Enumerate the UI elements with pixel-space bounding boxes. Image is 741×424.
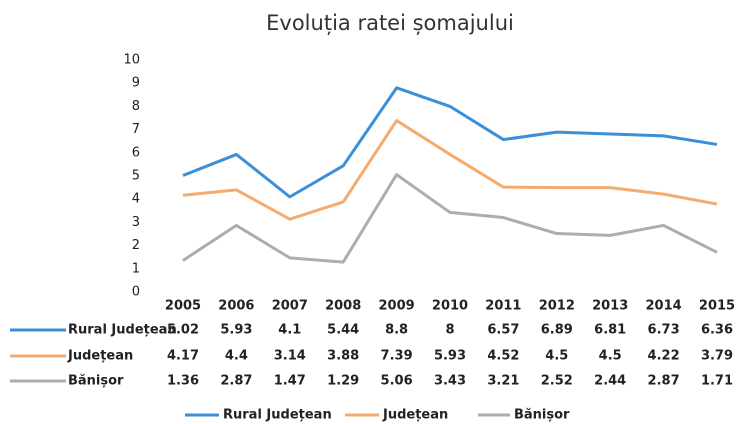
- table-cell: 8.8: [385, 323, 408, 338]
- table-cell: 6.57: [487, 323, 519, 338]
- table-cell: 5.02: [167, 323, 199, 338]
- y-tick-label: 8: [132, 99, 140, 114]
- x-tick-label: 2006: [218, 299, 254, 314]
- table-cell: 7.39: [381, 349, 413, 364]
- x-tick-label: 2015: [699, 299, 735, 314]
- series-line: [182, 86, 718, 199]
- legend-label: Județean: [382, 408, 448, 423]
- x-tick-label: 2011: [485, 299, 521, 314]
- table-cell: 4.5: [545, 349, 568, 364]
- table-cell: 3.14: [274, 349, 306, 364]
- table-cell: 4.22: [648, 349, 680, 364]
- table-cell: 5.06: [381, 374, 413, 389]
- table-cell: 2.44: [594, 374, 626, 389]
- series-line: [182, 119, 718, 221]
- table-cell: 5.44: [327, 323, 359, 338]
- table-cell: 1.36: [167, 374, 199, 389]
- x-tick-label: 2010: [432, 299, 468, 314]
- table-row-label: Bănișor: [68, 374, 124, 389]
- y-tick-label: 7: [132, 122, 140, 137]
- table-cell: 4.1: [278, 323, 301, 338]
- x-tick-label: 2008: [325, 299, 361, 314]
- table-cell: 1.71: [701, 374, 733, 389]
- table-cell: 1.47: [274, 374, 306, 389]
- table-cell: 3.21: [487, 374, 519, 389]
- table-cell: 6.73: [648, 323, 680, 338]
- y-tick-label: 6: [132, 145, 140, 160]
- table-cell: 5.93: [434, 349, 466, 364]
- x-tick-label: 2014: [646, 299, 682, 314]
- table-cell: 6.89: [541, 323, 573, 338]
- table-cell: 4.4: [225, 349, 248, 364]
- table-cell: 4.5: [599, 349, 622, 364]
- x-tick-label: 2013: [592, 299, 628, 314]
- x-tick-label: 2009: [379, 299, 415, 314]
- table-cell: 6.36: [701, 323, 733, 338]
- table-cell: 1.29: [327, 374, 359, 389]
- table-cell: 4.17: [167, 349, 199, 364]
- table-cell: 3.43: [434, 374, 466, 389]
- legend-label: Rural Județean: [223, 408, 332, 423]
- y-tick-label: 5: [132, 169, 140, 184]
- y-tick-label: 4: [132, 192, 140, 207]
- table-cell: 2.52: [541, 374, 573, 389]
- table-cell: 3.79: [701, 349, 733, 364]
- x-tick-label: 2012: [539, 299, 575, 314]
- y-tick-label: 10: [123, 53, 140, 68]
- y-tick-label: 2: [132, 238, 140, 253]
- table-cell: 2.87: [220, 374, 252, 389]
- table-row-label: Rural Județean: [68, 323, 177, 338]
- x-tick-label: 2005: [165, 299, 201, 314]
- table-cell: 8: [445, 323, 454, 338]
- table-row-label: Județean: [67, 349, 133, 364]
- y-tick-label: 1: [132, 261, 140, 276]
- y-tick-label: 9: [132, 76, 140, 91]
- series-line: [182, 173, 718, 264]
- table-cell: 2.87: [648, 374, 680, 389]
- chart-title: Evoluția ratei șomajului: [266, 11, 514, 35]
- legend-label: Bănișor: [514, 408, 570, 423]
- table-cell: 4.52: [487, 349, 519, 364]
- table-cell: 3.88: [327, 349, 359, 364]
- x-tick-label: 2007: [272, 299, 308, 314]
- y-tick-label: 0: [132, 285, 140, 300]
- y-tick-label: 3: [132, 215, 140, 230]
- table-cell: 5.93: [220, 323, 252, 338]
- table-cell: 6.81: [594, 323, 626, 338]
